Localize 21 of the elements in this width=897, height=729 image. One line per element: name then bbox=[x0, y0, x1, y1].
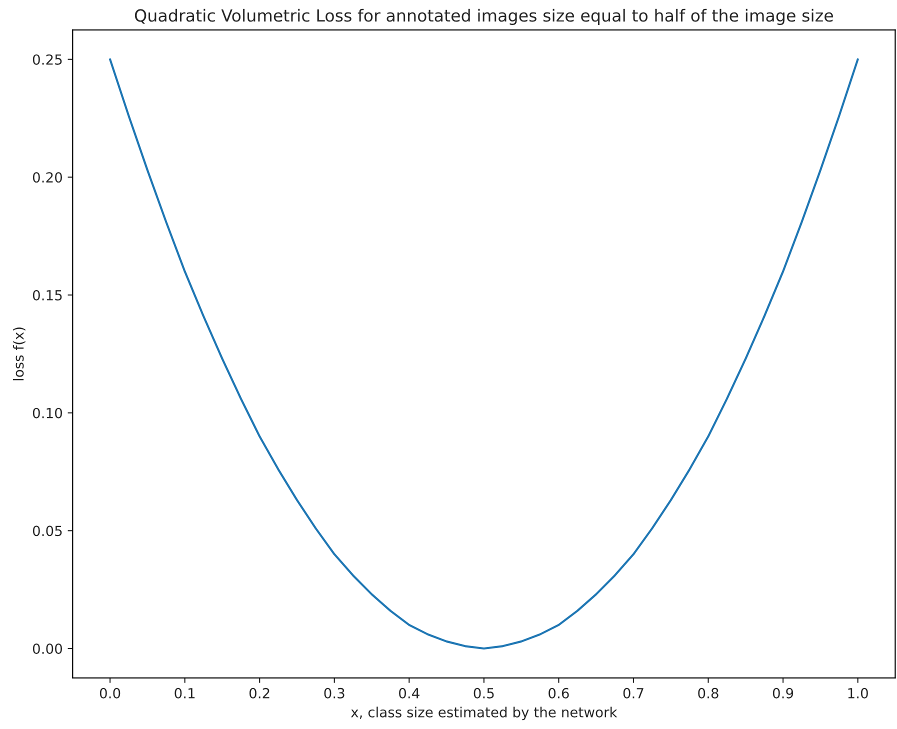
y-tick-label: 0.10 bbox=[32, 408, 62, 418]
x-tick-label: 0.5 bbox=[474, 688, 494, 698]
y-axis-title: loss f(x) bbox=[13, 328, 26, 380]
x-tick-label: 0.9 bbox=[772, 688, 794, 698]
x-tick-label: 0.1 bbox=[174, 688, 195, 698]
x-tick-label: 0.8 bbox=[698, 688, 718, 698]
x-tick-label: 1.0 bbox=[848, 688, 868, 698]
y-tick-label: 0.00 bbox=[32, 643, 62, 654]
chart-title: Quadratic Volumetric Loss for annotated images size equal to half of the image size bbox=[134, 8, 833, 26]
x-tick-label: 0.3 bbox=[324, 688, 344, 698]
y-tick-label: 0.20 bbox=[32, 172, 62, 183]
x-axis-title: x, class size estimated by the network bbox=[350, 706, 618, 720]
x-tick-label: 0.4 bbox=[399, 688, 420, 698]
y-tick-label: 0.25 bbox=[32, 54, 62, 65]
x-tick-label: 0.2 bbox=[249, 688, 270, 698]
x-tick-label: 0.6 bbox=[548, 688, 569, 698]
x-tick-label: 0.7 bbox=[623, 688, 644, 698]
y-tick-label: 0.15 bbox=[32, 290, 62, 300]
x-tick-label: 0.0 bbox=[100, 688, 120, 698]
y-tick-label: 0.05 bbox=[32, 526, 62, 536]
line-series bbox=[109, 58, 859, 650]
